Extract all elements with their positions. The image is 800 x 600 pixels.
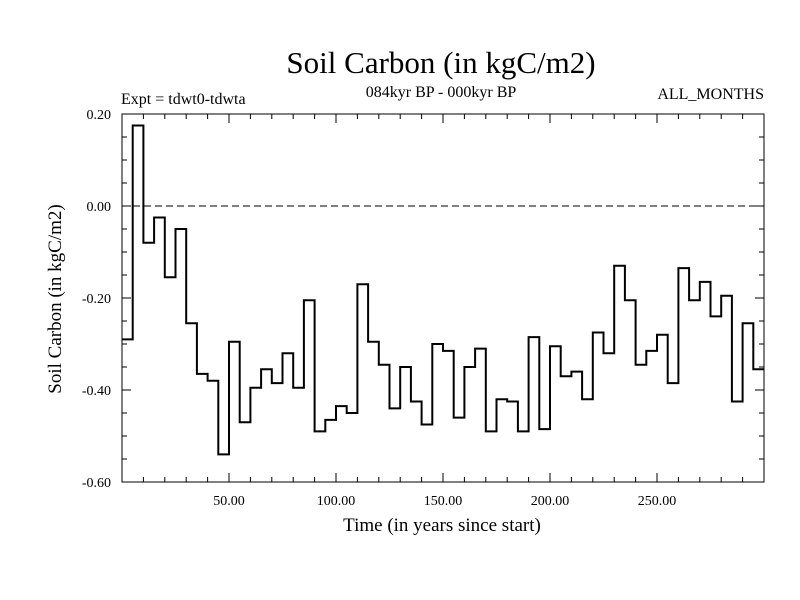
y-tick-label: -0.60 <box>82 476 111 491</box>
x-tick-label: 250.00 <box>638 494 677 509</box>
experiment-label: Expt = tdwt0-tdwta <box>121 91 246 108</box>
y-tick-label: 0.20 <box>87 108 112 123</box>
x-tick-labels: 50.00 100.00 150.00 200.00 250.00 <box>213 494 676 509</box>
chart-title: Soil Carbon (in kgC/m2) <box>286 45 595 80</box>
axis-ticks <box>122 114 764 482</box>
months-label: ALL_MONTHS <box>657 86 764 103</box>
x-tick-label: 50.00 <box>213 494 245 509</box>
x-tick-label: 200.00 <box>531 494 570 509</box>
plot-frame <box>121 113 765 483</box>
y-axis-label: Soil Carbon (in kgC/m2) <box>45 204 66 393</box>
x-tick-label: 150.00 <box>424 494 463 509</box>
y-tick-labels: 0.20 0.00 -0.20 -0.40 -0.60 <box>82 108 111 491</box>
x-tick-label: 100.00 <box>317 494 356 509</box>
x-axis-label: Time (in years since start) <box>343 515 541 536</box>
y-tick-label: 0.00 <box>87 200 112 215</box>
period-label: 084kyr BP - 000kyr BP <box>366 84 517 101</box>
series-line-soil-carbon <box>122 124 764 456</box>
y-tick-label: -0.20 <box>82 292 111 307</box>
y-tick-label: -0.40 <box>82 384 111 399</box>
